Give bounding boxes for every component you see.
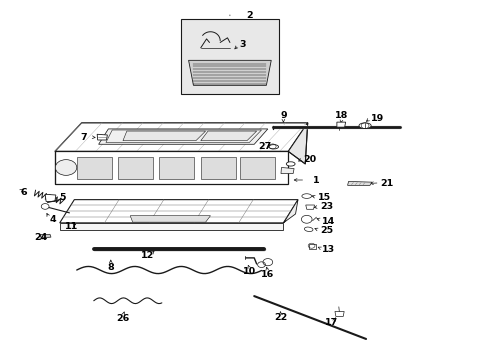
Polygon shape (77, 157, 112, 179)
Text: 18: 18 (334, 111, 348, 120)
Text: 9: 9 (280, 111, 286, 120)
Polygon shape (55, 152, 287, 184)
Polygon shape (99, 129, 267, 144)
Ellipse shape (301, 194, 311, 198)
Text: 26: 26 (116, 314, 129, 323)
Text: 12: 12 (141, 251, 154, 260)
Ellipse shape (304, 227, 312, 231)
Polygon shape (97, 134, 107, 140)
Polygon shape (55, 123, 307, 152)
Text: 14: 14 (322, 217, 335, 226)
Text: 15: 15 (317, 193, 330, 202)
Circle shape (301, 215, 311, 223)
Polygon shape (40, 234, 51, 238)
Polygon shape (305, 205, 314, 209)
Text: 6: 6 (21, 188, 27, 197)
Polygon shape (283, 200, 297, 223)
Polygon shape (281, 167, 293, 174)
Polygon shape (334, 311, 344, 316)
Ellipse shape (358, 123, 370, 129)
Polygon shape (106, 130, 261, 143)
Text: 13: 13 (322, 245, 335, 254)
Polygon shape (201, 157, 235, 179)
Text: 2: 2 (245, 11, 252, 20)
Polygon shape (60, 200, 297, 223)
Polygon shape (287, 123, 307, 164)
Text: 8: 8 (107, 263, 114, 272)
Polygon shape (239, 157, 274, 179)
Polygon shape (130, 216, 210, 222)
Polygon shape (201, 131, 256, 141)
Polygon shape (308, 244, 316, 249)
Text: 7: 7 (80, 132, 86, 141)
Polygon shape (122, 131, 205, 141)
Text: 16: 16 (261, 270, 274, 279)
Text: 23: 23 (319, 202, 332, 211)
Text: 27: 27 (258, 141, 271, 150)
Text: 19: 19 (370, 114, 384, 123)
Polygon shape (347, 181, 371, 185)
Text: 20: 20 (302, 155, 315, 164)
Ellipse shape (268, 145, 278, 149)
Ellipse shape (286, 162, 294, 166)
Text: 5: 5 (60, 193, 66, 202)
Circle shape (41, 203, 49, 209)
Text: 1: 1 (312, 176, 319, 185)
Text: 21: 21 (380, 179, 393, 188)
Text: 17: 17 (325, 318, 338, 327)
Text: 3: 3 (239, 40, 245, 49)
Polygon shape (188, 60, 271, 85)
Text: 24: 24 (34, 233, 48, 242)
Text: 4: 4 (50, 215, 57, 224)
Polygon shape (118, 157, 153, 179)
Polygon shape (159, 157, 194, 179)
Text: 10: 10 (243, 267, 255, 276)
Polygon shape (45, 194, 56, 202)
Polygon shape (181, 19, 278, 94)
Circle shape (55, 159, 77, 175)
Text: 25: 25 (319, 226, 332, 235)
Polygon shape (60, 223, 283, 230)
Text: 11: 11 (64, 222, 78, 231)
Text: 22: 22 (274, 313, 287, 322)
Polygon shape (336, 122, 345, 127)
